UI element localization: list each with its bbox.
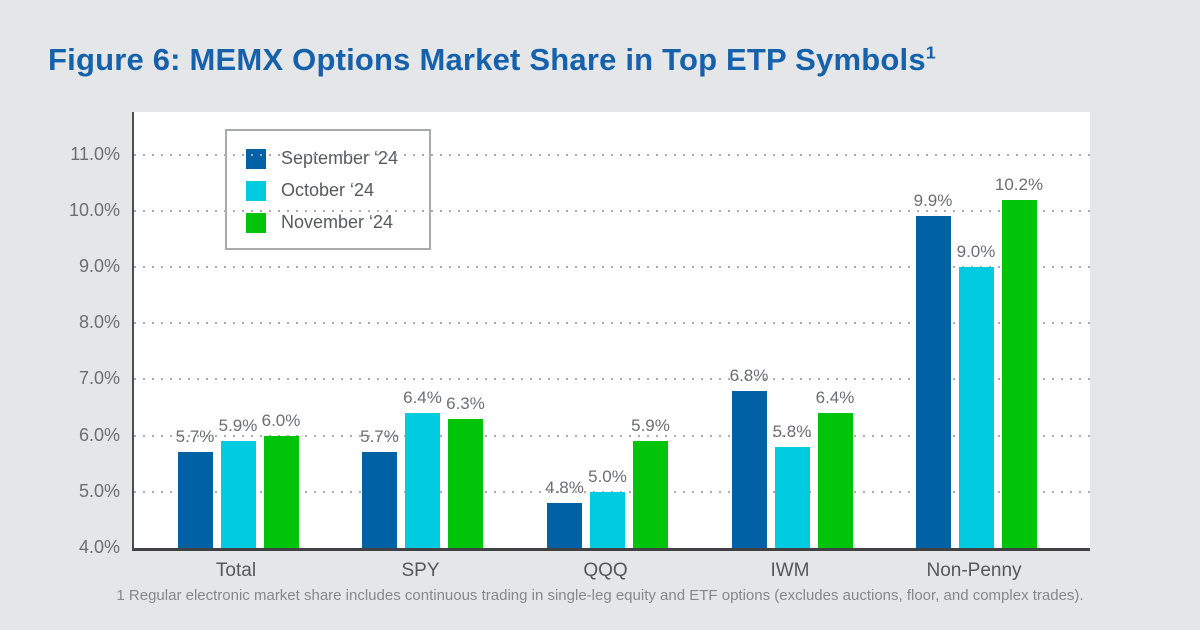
bar xyxy=(817,413,853,548)
legend-label: October ‘24 xyxy=(281,180,375,200)
bar-value-label: 6.4% xyxy=(403,388,442,408)
category-label: Total xyxy=(215,560,257,581)
bar-value-label: 5.7% xyxy=(175,427,215,447)
bar-value-label: 5.0% xyxy=(588,466,627,486)
bar-value-label: 6.0% xyxy=(261,410,301,430)
gridline xyxy=(134,434,1090,437)
bar-value-label: 4.8% xyxy=(545,478,584,498)
bar xyxy=(448,418,483,548)
bar-value-label: 9.9% xyxy=(913,191,953,211)
legend-item: November ‘24 xyxy=(246,212,410,233)
plot-area: September ‘24 October ‘24 November ‘24 5.7… xyxy=(132,112,1090,551)
bar xyxy=(915,216,951,548)
category-label: IWM xyxy=(770,560,810,581)
category-label: QQQ xyxy=(583,560,628,581)
gridline xyxy=(134,153,1090,156)
y-tick-label: 5.0% xyxy=(78,480,120,501)
chart-footnote: 1 Regular electronic market share includ… xyxy=(116,587,1084,604)
bar-value-label: 5.9% xyxy=(631,416,670,436)
bar-value-label: 5.8% xyxy=(772,421,812,441)
bar-value-label: 5.9% xyxy=(218,416,258,436)
gridline xyxy=(134,378,1090,381)
y-tick-label: 10.0% xyxy=(68,199,120,220)
bar xyxy=(1001,199,1037,548)
bar xyxy=(362,452,397,548)
bar-value-label: 10.2% xyxy=(994,174,1044,194)
category-label: Non-Penny xyxy=(926,560,1022,581)
bar xyxy=(958,267,994,548)
gridline xyxy=(134,266,1090,268)
y-tick-label: 8.0% xyxy=(78,312,120,333)
legend-label: September ‘24 xyxy=(281,148,399,168)
legend-swatch xyxy=(246,180,266,201)
bar-value-label: 6.4% xyxy=(815,388,855,408)
bar xyxy=(731,390,767,548)
bar-value-label: 6.3% xyxy=(446,393,485,413)
bar xyxy=(177,452,213,548)
bar xyxy=(263,435,299,548)
category-label: SPY xyxy=(401,560,440,581)
y-tick-label: 6.0% xyxy=(78,424,120,445)
y-tick-label: 11.0% xyxy=(70,143,120,164)
bar xyxy=(220,441,256,548)
legend-item: September ‘24 xyxy=(246,148,410,169)
bar-value-label: 9.0% xyxy=(956,242,996,261)
chart-legend: September ‘24 October ‘24 November ‘24 xyxy=(225,129,431,250)
figure-title-text: Figure 6: MEMX Options Market Share in T… xyxy=(48,42,926,77)
bar xyxy=(547,503,582,548)
legend-label: November ‘24 xyxy=(281,212,394,232)
bar-value-label: 6.8% xyxy=(729,365,769,385)
figure-title-footnote-marker: 1 xyxy=(925,42,936,63)
y-tick-label: 4.0% xyxy=(78,537,120,557)
y-tick-label: 9.0% xyxy=(78,256,120,276)
bar xyxy=(774,446,810,548)
bar xyxy=(633,441,668,548)
y-tick-label: 7.0% xyxy=(78,368,120,389)
legend-swatch xyxy=(246,212,266,233)
bar-value-label: 5.7% xyxy=(360,427,399,447)
legend-swatch xyxy=(246,148,266,169)
legend-item: October ‘24 xyxy=(246,180,410,201)
bar xyxy=(405,413,440,548)
figure-title: Figure 6: MEMX Options Market Share in T… xyxy=(48,42,936,78)
bar xyxy=(590,491,625,548)
gridline xyxy=(134,209,1090,212)
gridline xyxy=(134,322,1090,325)
